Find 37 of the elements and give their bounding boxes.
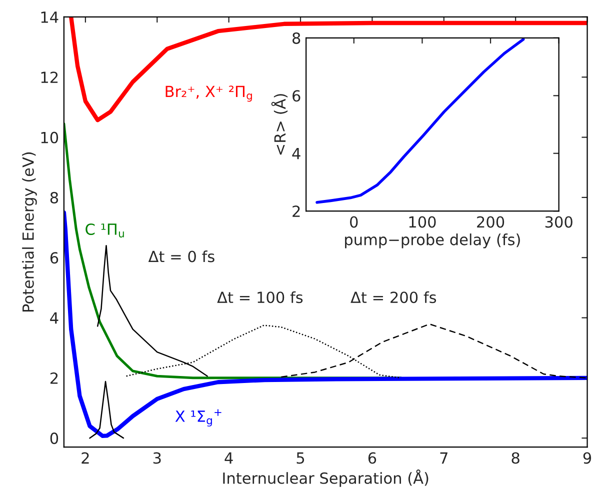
- y-axis-title: Potential Energy (eV): [22, 152, 37, 312]
- x-axis-title: Internuclear Separation (Å): [223, 470, 428, 487]
- series-label: C ¹Π$_{u}$: [86, 223, 124, 238]
- y-tick-label: 8: [50, 192, 58, 204]
- series-label: X ¹Σ$_{g}$$^{+}$: [175, 409, 222, 426]
- annotation: Δt = 0 fs: [148, 250, 214, 262]
- y-tick-label: 2: [50, 372, 58, 384]
- y-tick-label: 8: [292, 32, 300, 44]
- y-tick-label: 10: [41, 132, 58, 144]
- y-tick-label: 2: [292, 206, 300, 217]
- x-tick-label: 0: [350, 216, 358, 228]
- annotation: Δt = 200 fs: [350, 291, 436, 304]
- x-tick-label: 6: [368, 452, 376, 464]
- x-tick-label: 7: [440, 452, 448, 464]
- y-tick-label: 6: [50, 252, 58, 264]
- y-tick-label: 14: [41, 12, 58, 23]
- x-tick-label: 5: [296, 452, 304, 464]
- line-series: [89, 380, 124, 439]
- x-tick-label: 4: [224, 452, 233, 464]
- annotation: Δt = 100 fs: [217, 291, 303, 304]
- y-tick-label: 6: [292, 90, 300, 102]
- x-tick-label: 100: [409, 216, 436, 228]
- x-tick-label: 3: [153, 452, 161, 464]
- y-tick-label: 12: [41, 72, 58, 83]
- x-tick-label: 8: [512, 452, 520, 464]
- x-tick-label: 2: [82, 452, 89, 464]
- y-tick-label: 4: [292, 148, 300, 160]
- series-label: Br₂⁺, X⁺ ²Π$_{g}$: [166, 86, 252, 102]
- x-axis-title: pump−probe delay (fs): [345, 234, 520, 248]
- y-tick-label: 0: [50, 432, 58, 444]
- x-tick-label: 200: [477, 216, 504, 228]
- y-axis-title: <R> (Å): [271, 94, 288, 155]
- line-series: [316, 38, 525, 204]
- y-tick-label: 4: [50, 312, 58, 324]
- line-series: [69, 16, 588, 122]
- x-tick-label: 300: [545, 216, 572, 228]
- x-tick-label: 9: [583, 452, 592, 464]
